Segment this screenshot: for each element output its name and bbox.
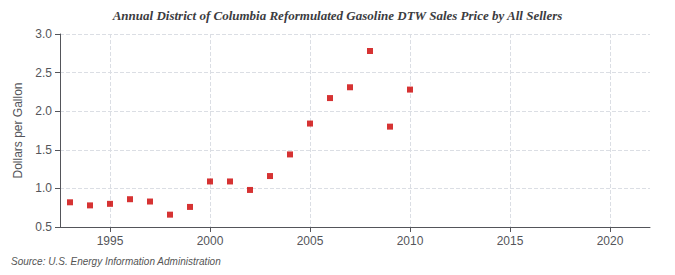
svg-text:1995: 1995: [97, 234, 124, 248]
svg-text:1.0: 1.0: [35, 181, 52, 195]
svg-text:2015: 2015: [497, 234, 524, 248]
svg-text:Dollars per Gallon: Dollars per Gallon: [11, 82, 25, 178]
svg-text:2020: 2020: [597, 234, 624, 248]
svg-text:2010: 2010: [397, 234, 424, 248]
svg-text:3.0: 3.0: [35, 27, 52, 41]
svg-text:2.5: 2.5: [35, 66, 52, 80]
svg-text:0.5: 0.5: [35, 220, 52, 234]
svg-text:2000: 2000: [197, 234, 224, 248]
svg-text:Source: U.S. Energy Informatio: Source: U.S. Energy Information Administ…: [11, 256, 221, 267]
svg-text:Annual District of Columbia Re: Annual District of Columbia Reformulated…: [112, 8, 563, 23]
svg-text:2.0: 2.0: [35, 104, 52, 118]
svg-text:1.5: 1.5: [35, 143, 52, 157]
svg-text:2005: 2005: [297, 234, 324, 248]
